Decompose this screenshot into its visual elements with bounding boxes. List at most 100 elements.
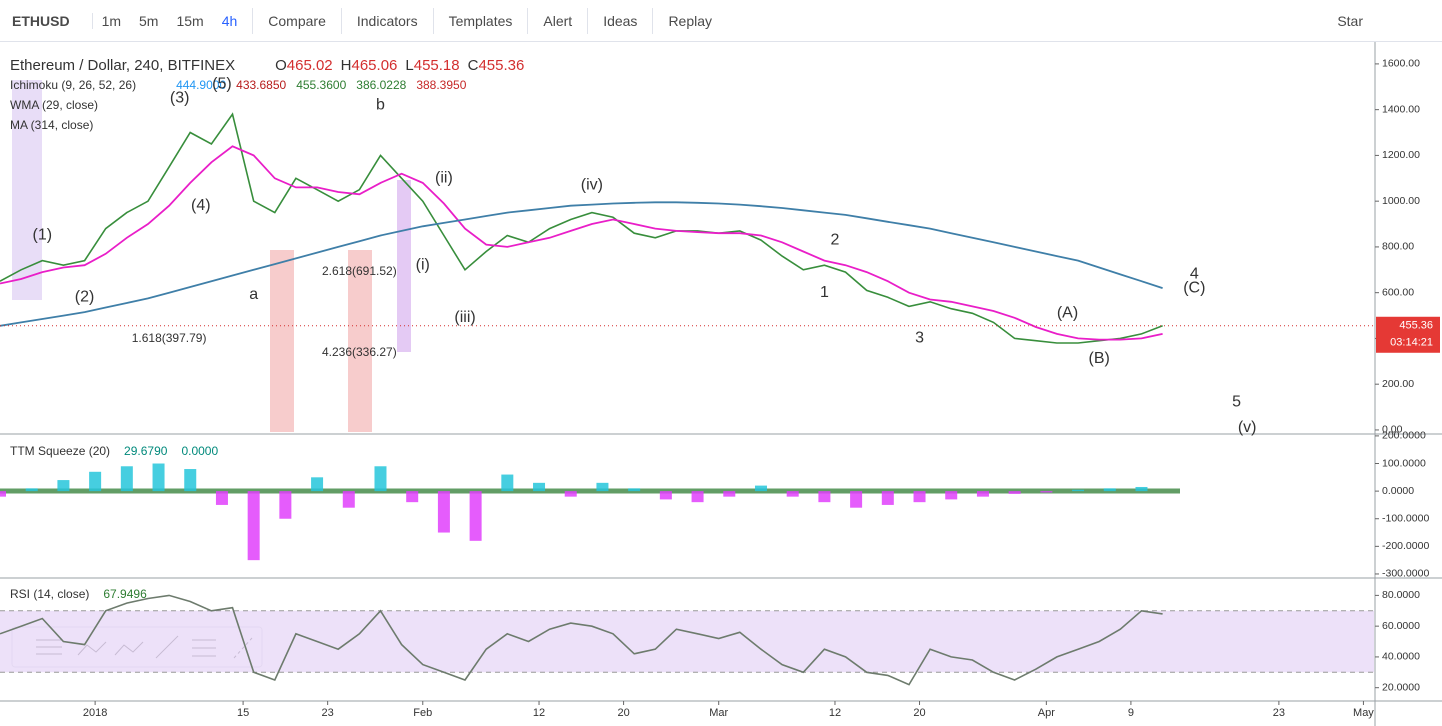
bar [279, 491, 292, 519]
wave-label: 2.618(691.52) [322, 264, 397, 278]
bar [57, 480, 70, 492]
y-tick-label: 200.0000 [1382, 430, 1426, 442]
bar [184, 469, 197, 492]
y-tick-label: 80.0000 [1382, 589, 1420, 601]
toolbar-button[interactable]: Alert [543, 12, 573, 29]
bar [1103, 488, 1116, 492]
pane-title: Ethereum / Dollar, 240, BITFINEX O465.02 H… [10, 57, 524, 74]
bar [374, 466, 387, 492]
wave-label: (iii) [454, 309, 475, 326]
bar [437, 491, 450, 533]
ohlc-value: 465.02 [287, 57, 333, 74]
wave-label: (ii) [435, 170, 453, 187]
series-line [0, 594, 1163, 686]
pane-title: RSI (14, close) 67.9496 [10, 587, 147, 601]
star-button[interactable]: Star [1337, 12, 1363, 29]
wave-label: (i) [416, 256, 430, 273]
indicator-value: 433.6850 [236, 78, 286, 92]
wave-label: 4.236(336.27) [322, 345, 397, 359]
wave-label: 1 [820, 284, 829, 301]
wave-label: 5 [1232, 394, 1241, 411]
series-legend: WMA (29, close) [10, 98, 98, 112]
bar [342, 491, 355, 508]
y-tick-label: 1600.00 [1382, 58, 1420, 70]
separator [432, 7, 434, 34]
wave-label: (C) [1183, 279, 1205, 296]
bar [1008, 491, 1021, 494]
title-text: TTM Squeeze (20) [10, 444, 110, 458]
interval[interactable]: 4h [221, 12, 238, 29]
y-tick-label: 20.0000 [1382, 681, 1420, 693]
ohlc-value: 465.06 [352, 57, 398, 74]
toolbar-button[interactable]: Replay [668, 12, 713, 29]
series-line [0, 145, 1163, 341]
indicator-value: 386.0228 [356, 78, 406, 92]
last-price-label: 455.36 [1399, 320, 1433, 332]
y-tick-label: 40.0000 [1382, 651, 1420, 663]
bar [1135, 486, 1148, 492]
wave-label: 1.618(397.79) [132, 331, 207, 345]
wave-label: (4) [191, 197, 211, 214]
bar [215, 491, 228, 505]
ohlc-label: H [341, 57, 352, 74]
bar [976, 491, 989, 497]
symbol[interactable]: ETHUSD [0, 12, 93, 29]
bar [469, 491, 482, 541]
wave-label: b [376, 96, 385, 113]
bar [596, 482, 609, 492]
series-legend: MA (314, close) [10, 118, 93, 132]
bar [945, 491, 958, 500]
toolbar-button[interactable]: Ideas [603, 12, 638, 29]
bar [564, 491, 577, 497]
y-tick-label: -200.0000 [1382, 540, 1429, 552]
x-tick-label: 12 [533, 707, 545, 719]
x-tick-label: Mar [709, 707, 728, 719]
x-tick-label: 20 [617, 707, 629, 719]
ohlc-label: L [405, 57, 413, 74]
pane-title: TTM Squeeze (20) 29.6790 0.0000 [10, 444, 218, 458]
toolbar-button[interactable]: Compare [268, 12, 326, 29]
toolbar-button[interactable]: Templates [448, 12, 513, 29]
bar [406, 491, 419, 503]
bar [311, 477, 324, 492]
toolbar-button[interactable]: Indicators [356, 12, 418, 29]
x-tick-label: 23 [322, 707, 334, 719]
legend-value: 29.6790 [124, 444, 168, 458]
y-tick-label: 1200.00 [1382, 149, 1420, 161]
y-tick-label: -100.0000 [1382, 513, 1429, 525]
indicator-legend: Ichimoku (9, 26, 52, 26) 444.9000 433.6850… [10, 78, 467, 92]
ohlc-label: C [468, 57, 479, 74]
series-line [0, 201, 1163, 327]
indicator-value: 455.3600 [296, 78, 346, 92]
y-tick-label: 0.00 [1382, 424, 1403, 436]
ohlc-label: O [275, 57, 287, 74]
y-tick-label: 0.0000 [1382, 485, 1414, 497]
bar [723, 491, 736, 497]
interval[interactable]: 5m [139, 12, 159, 29]
interval[interactable]: 15m [176, 12, 204, 29]
wave-label: a [249, 286, 258, 303]
wave-label: (iv) [581, 176, 603, 193]
bar [691, 491, 704, 503]
wave-label: (v) [1238, 419, 1257, 436]
ohlc-value: 455.18 [414, 57, 460, 74]
y-tick-label: 60.0000 [1382, 620, 1420, 632]
bar [786, 491, 799, 497]
interval[interactable]: 1m [101, 12, 122, 29]
wave-label: 4 [1190, 266, 1199, 283]
indicator-value: 444.9000 [176, 78, 226, 92]
countdown: 03:14:21 [1390, 337, 1433, 349]
series-line [0, 112, 1163, 344]
bar [1040, 491, 1053, 493]
bar [1072, 489, 1085, 492]
y-tick-label: -300.0000 [1382, 568, 1429, 580]
ohlc-value: 455.36 [478, 57, 524, 74]
x-tick-label: May [1353, 707, 1374, 719]
bar [659, 491, 672, 500]
x-tick-label: Feb [413, 707, 432, 719]
wave-label: 2 [831, 231, 840, 248]
bar [247, 491, 260, 561]
bar [152, 463, 165, 492]
